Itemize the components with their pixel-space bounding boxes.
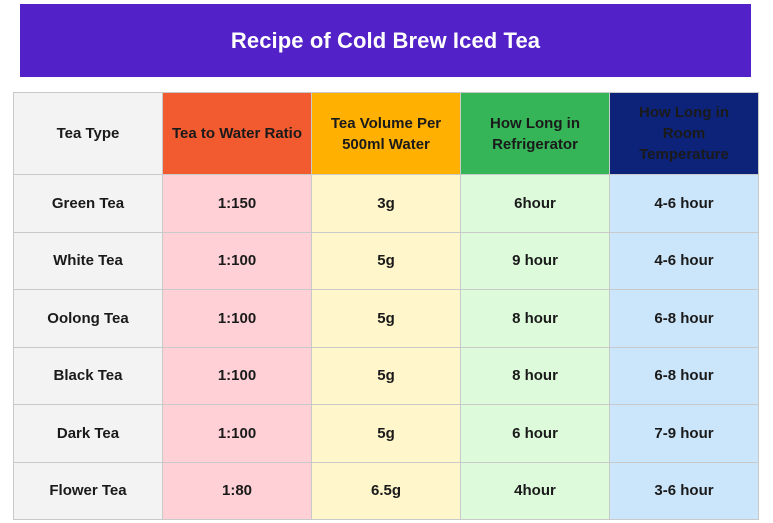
cell-volume: 3g xyxy=(311,174,461,233)
cell-volume: 5g xyxy=(311,289,461,348)
cell-room-temperature: 3-6 hour xyxy=(609,461,759,520)
page-title: Recipe of Cold Brew Iced Tea xyxy=(230,27,541,53)
cell-ratio: 1:100 xyxy=(162,289,312,348)
cell-refrigerator: 8 hour xyxy=(460,346,610,405)
cell-ratio: 1:80 xyxy=(162,461,312,520)
cell-refrigerator: 4hour xyxy=(460,461,610,520)
table-row: Oolong Tea 1:100 5g 8 hour 6-8 hour xyxy=(13,289,759,348)
table-row: White Tea 1:100 5g 9 hour 4-6 hour xyxy=(13,231,759,290)
table-row: Black Tea 1:100 5g 8 hour 6-8 hour xyxy=(13,346,759,405)
cell-ratio: 1:100 xyxy=(162,404,312,463)
cell-room-temperature: 7-9 hour xyxy=(609,404,759,463)
header-refrigerator: How Long in Refrigerator xyxy=(460,92,610,175)
header-ratio: Tea to Water Ratio xyxy=(162,92,312,175)
cell-ratio: 1:100 xyxy=(162,231,312,290)
header-row: Tea Type Tea to Water Ratio Tea Volume P… xyxy=(13,92,759,175)
cell-volume: 5g xyxy=(311,404,461,463)
table-row: Green Tea 1:150 3g 6hour 4-6 hour xyxy=(13,174,759,233)
cell-volume: 6.5g xyxy=(311,461,461,520)
cell-refrigerator: 6 hour xyxy=(460,404,610,463)
cell-tea-type: Flower Tea xyxy=(13,461,163,520)
header-tea-type: Tea Type xyxy=(13,92,163,175)
cell-room-temperature: 6-8 hour xyxy=(609,289,759,348)
title-banner: Recipe of Cold Brew Iced Tea xyxy=(20,4,751,77)
cell-ratio: 1:150 xyxy=(162,174,312,233)
recipe-table: Tea Type Tea to Water Ratio Tea Volume P… xyxy=(13,92,759,520)
table-row: Flower Tea 1:80 6.5g 4hour 3-6 hour xyxy=(13,461,759,520)
cell-room-temperature: 4-6 hour xyxy=(609,231,759,290)
cell-tea-type: Black Tea xyxy=(13,346,163,405)
header-volume: Tea Volume Per 500ml Water xyxy=(311,92,461,175)
cell-tea-type: Oolong Tea xyxy=(13,289,163,348)
cell-refrigerator: 8 hour xyxy=(460,289,610,348)
header-room-temperature: How Long in Room Temperature xyxy=(609,92,759,175)
cell-volume: 5g xyxy=(311,346,461,405)
cell-tea-type: Dark Tea xyxy=(13,404,163,463)
cell-refrigerator: 6hour xyxy=(460,174,610,233)
cell-tea-type: White Tea xyxy=(13,231,163,290)
cell-volume: 5g xyxy=(311,231,461,290)
cell-tea-type: Green Tea xyxy=(13,174,163,233)
cell-room-temperature: 6-8 hour xyxy=(609,346,759,405)
cell-refrigerator: 9 hour xyxy=(460,231,610,290)
cell-ratio: 1:100 xyxy=(162,346,312,405)
table-row: Dark Tea 1:100 5g 6 hour 7-9 hour xyxy=(13,404,759,463)
cell-room-temperature: 4-6 hour xyxy=(609,174,759,233)
